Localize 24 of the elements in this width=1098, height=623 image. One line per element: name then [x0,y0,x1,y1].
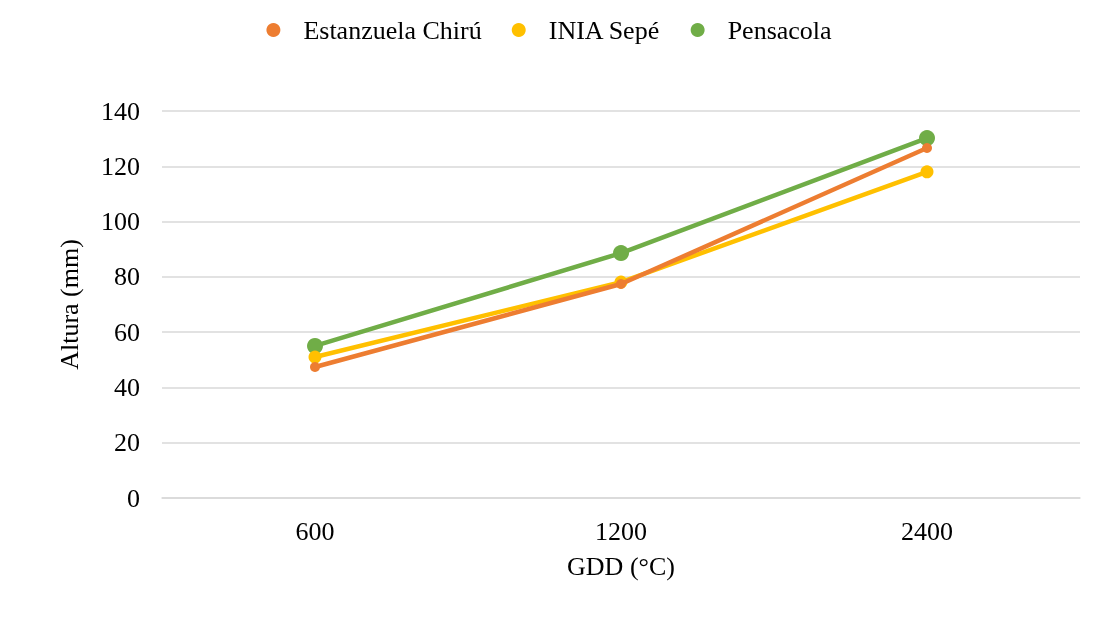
point [920,165,934,179]
y-tick-label: 140 [101,96,140,126]
point [922,143,932,154]
point [307,337,323,354]
x-axis-title: GDD (°C) [567,551,675,581]
point [308,350,322,364]
x-tick-label: 600 [295,516,335,546]
y-tick-label: 0 [127,483,140,513]
point [919,130,935,147]
y-tick-label: 80 [114,262,140,292]
legend-label: INIA Sepé [548,15,660,45]
y-tick-label: 100 [101,207,140,237]
point [310,361,320,372]
x-tick-label: 2400 [901,516,953,546]
x-tick-label: 1200 [595,516,647,546]
legend-label: Pensacola [727,15,833,45]
y-tick-label: 20 [114,428,140,458]
point [616,279,626,290]
legend-label: Estanzuela Chirú [303,15,482,45]
y-tick-label: 40 [114,372,140,402]
y-tick-label: 60 [114,317,140,347]
y-axis-title: Altura (mm) [54,239,84,370]
y-tick-label: 120 [101,151,140,181]
point [613,245,629,262]
